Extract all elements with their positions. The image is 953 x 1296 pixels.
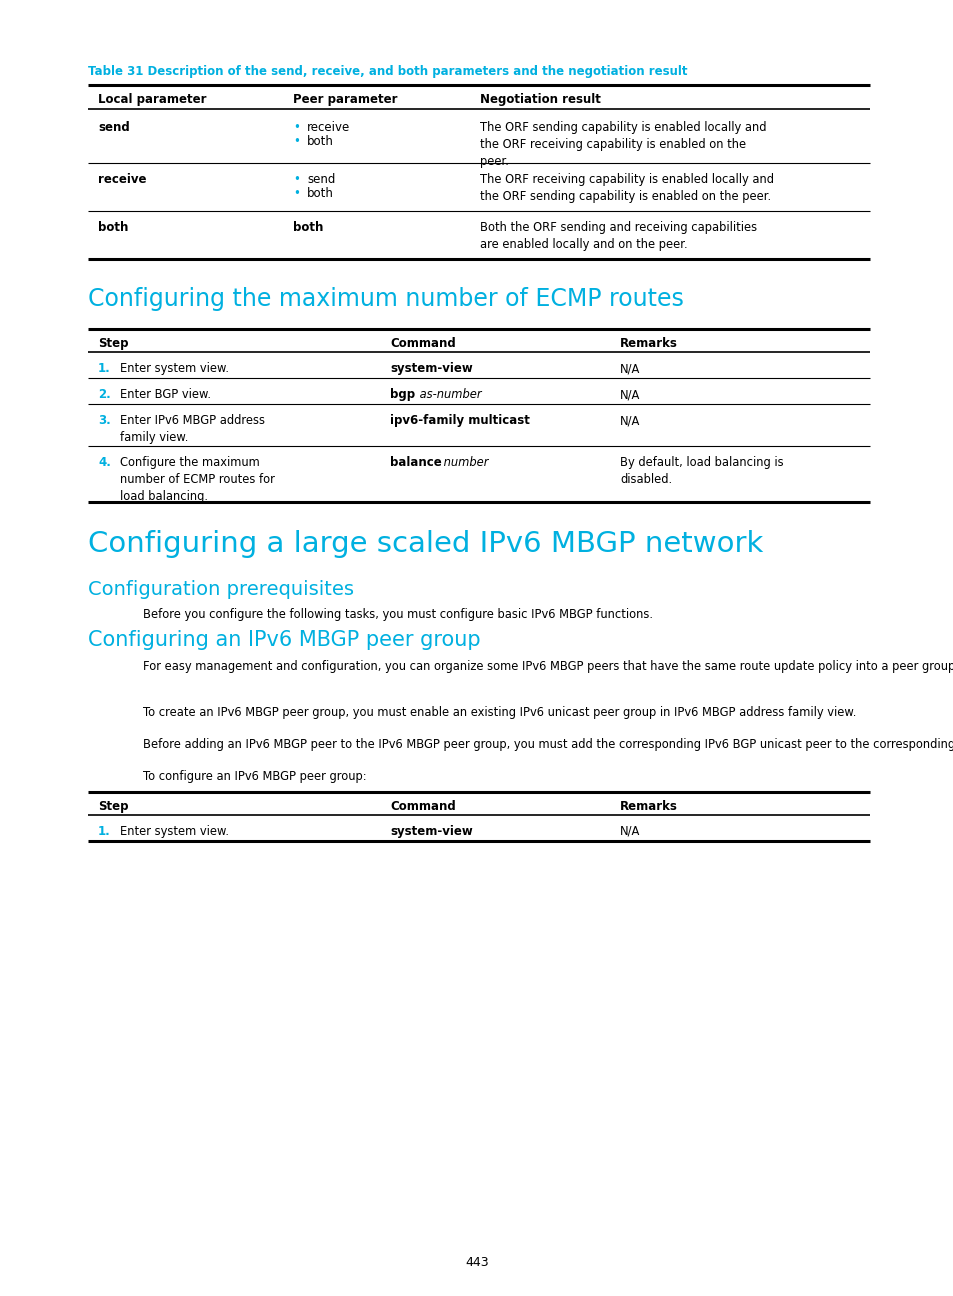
Text: number: number (439, 456, 488, 469)
Text: ipv6-family multicast: ipv6-family multicast (390, 413, 529, 426)
Text: Configuring an IPv6 MBGP peer group: Configuring an IPv6 MBGP peer group (88, 630, 480, 651)
Text: Step: Step (98, 800, 129, 813)
Text: receive: receive (98, 172, 147, 187)
Text: •: • (293, 121, 299, 133)
Text: both: both (98, 222, 129, 235)
Text: Configure the maximum
number of ECMP routes for
load balancing.: Configure the maximum number of ECMP rou… (120, 456, 274, 503)
Text: 1.: 1. (98, 362, 111, 375)
Text: Local parameter: Local parameter (98, 93, 206, 106)
Text: N/A: N/A (619, 362, 639, 375)
Text: Configuring a large scaled IPv6 MBGP network: Configuring a large scaled IPv6 MBGP net… (88, 530, 762, 559)
Text: Command: Command (390, 337, 456, 350)
Text: system-view: system-view (390, 362, 473, 375)
Text: Step: Step (98, 337, 129, 350)
Text: 4.: 4. (98, 456, 111, 469)
Text: Peer parameter: Peer parameter (293, 93, 397, 106)
Text: 443: 443 (465, 1256, 488, 1269)
Text: both: both (307, 135, 334, 148)
Text: Enter system view.: Enter system view. (120, 362, 229, 375)
Text: By default, load balancing is
disabled.: By default, load balancing is disabled. (619, 456, 782, 486)
Text: bgp: bgp (390, 388, 415, 400)
Text: Negotiation result: Negotiation result (479, 93, 600, 106)
Text: Table 31 Description of the send, receive, and both parameters and the negotiati: Table 31 Description of the send, receiv… (88, 65, 687, 78)
Text: Before you configure the following tasks, you must configure basic IPv6 MBGP fun: Before you configure the following tasks… (143, 608, 652, 621)
Text: N/A: N/A (619, 826, 639, 839)
Text: balance: balance (390, 456, 441, 469)
Text: •: • (293, 135, 299, 148)
Text: 3.: 3. (98, 413, 111, 426)
Text: •: • (293, 172, 299, 187)
Text: Before adding an IPv6 MBGP peer to the IPv6 MBGP peer group, you must add the co: Before adding an IPv6 MBGP peer to the I… (143, 737, 953, 750)
Text: receive: receive (307, 121, 350, 133)
Text: 1.: 1. (98, 826, 111, 839)
Text: To configure an IPv6 MBGP peer group:: To configure an IPv6 MBGP peer group: (143, 770, 366, 783)
Text: Enter IPv6 MBGP address
family view.: Enter IPv6 MBGP address family view. (120, 413, 265, 445)
Text: system-view: system-view (390, 826, 473, 839)
Text: To create an IPv6 MBGP peer group, you must enable an existing IPv6 unicast peer: To create an IPv6 MBGP peer group, you m… (143, 706, 856, 719)
Text: send: send (307, 172, 335, 187)
Text: as-number: as-number (416, 388, 481, 400)
Text: both: both (307, 187, 334, 200)
Text: N/A: N/A (619, 388, 639, 400)
Text: Remarks: Remarks (619, 800, 678, 813)
Text: Enter system view.: Enter system view. (120, 826, 229, 839)
Text: Configuring the maximum number of ECMP routes: Configuring the maximum number of ECMP r… (88, 286, 683, 311)
Text: The ORF receiving capability is enabled locally and
the ORF sending capability i: The ORF receiving capability is enabled … (479, 172, 773, 203)
Text: The ORF sending capability is enabled locally and
the ORF receiving capability i: The ORF sending capability is enabled lo… (479, 121, 765, 168)
Text: •: • (293, 187, 299, 200)
Text: both: both (293, 222, 323, 235)
Text: For easy management and configuration, you can organize some IPv6 MBGP peers tha: For easy management and configuration, y… (143, 660, 953, 673)
Text: 2.: 2. (98, 388, 111, 400)
Text: send: send (98, 121, 130, 133)
Text: Both the ORF sending and receiving capabilities
are enabled locally and on the p: Both the ORF sending and receiving capab… (479, 222, 757, 251)
Text: Configuration prerequisites: Configuration prerequisites (88, 581, 354, 599)
Text: Enter BGP view.: Enter BGP view. (120, 388, 211, 400)
Text: Remarks: Remarks (619, 337, 678, 350)
Text: N/A: N/A (619, 413, 639, 426)
Text: Command: Command (390, 800, 456, 813)
